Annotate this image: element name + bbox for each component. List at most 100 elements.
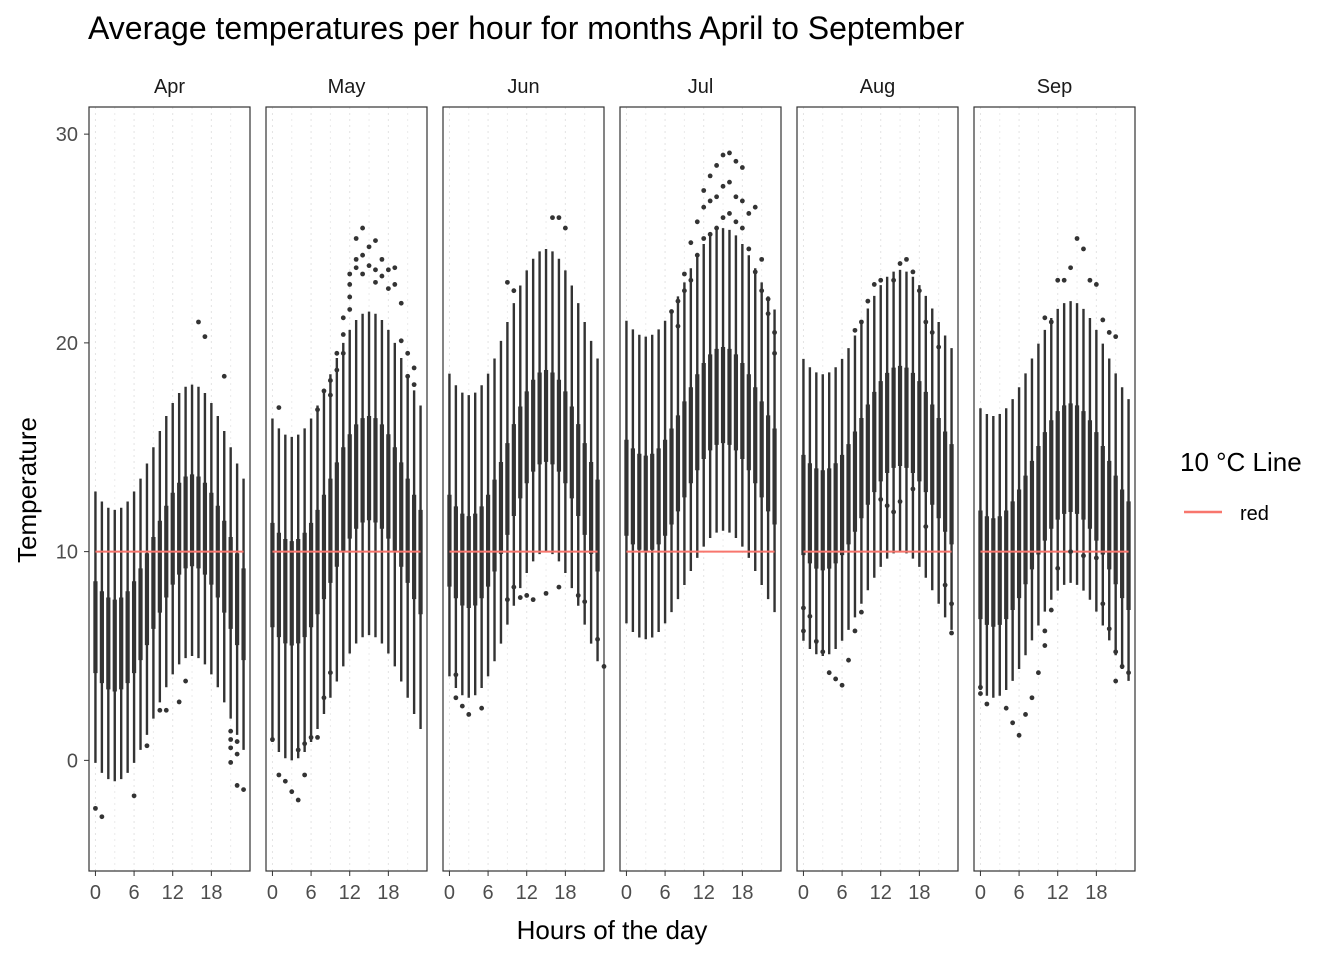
outlier-point	[701, 204, 707, 210]
x-tick-label: 12	[162, 882, 184, 904]
outlier-point	[746, 246, 752, 252]
outlier-point	[1068, 265, 1073, 271]
outlier-point	[707, 231, 713, 237]
facet-strip-label: Jun	[507, 76, 539, 98]
legend-item-label: red	[1240, 503, 1269, 525]
outlier-point	[366, 244, 372, 250]
outlier-point	[978, 684, 983, 690]
x-tick-label: 0	[975, 882, 986, 904]
outlier-point	[385, 286, 391, 292]
outlier-point	[556, 215, 562, 221]
outlier-point	[1074, 236, 1080, 241]
outlier-point	[701, 236, 707, 241]
outlier-point	[385, 267, 391, 273]
outlier-point	[884, 503, 890, 509]
outlier-point	[891, 277, 896, 283]
outlier-point	[675, 323, 681, 329]
outlier-point	[765, 311, 771, 317]
outlier-point	[727, 211, 732, 216]
x-tick-label: 18	[554, 882, 576, 904]
outlier-point	[1081, 553, 1086, 559]
x-tick-label: 18	[377, 882, 399, 904]
x-tick-label: 12	[339, 882, 361, 904]
outlier-point	[772, 350, 777, 356]
outlier-point	[234, 783, 240, 788]
outlier-point	[978, 691, 983, 696]
x-tick-label: 12	[693, 882, 715, 904]
outlier-point	[923, 319, 929, 325]
outlier-point	[1055, 277, 1061, 283]
outlier-point	[411, 382, 417, 388]
facet-strip-label: Sep	[1037, 76, 1073, 98]
outlier-point	[328, 670, 333, 676]
outlier-point	[688, 277, 694, 283]
outlier-point	[163, 707, 169, 713]
facet-panels: Apr 0 6 12 18 May 0 6 12 18 Jun 0 6 12 18 Jul 0 6 12 18 Aug 0…	[88, 76, 1136, 904]
outlier-point	[1010, 720, 1016, 726]
y-tick-label: 20	[56, 333, 78, 355]
outlier-point	[366, 263, 372, 269]
x-tick-label: 18	[1085, 882, 1107, 904]
outlier-point	[176, 699, 182, 705]
outlier-point	[1023, 712, 1028, 717]
outlier-point	[1113, 334, 1119, 340]
outlier-point	[1055, 565, 1061, 571]
outlier-point	[765, 296, 771, 302]
x-tick-label: 12	[870, 882, 892, 904]
outlier-point	[707, 198, 713, 204]
facet-strip-label: Jul	[688, 76, 714, 98]
outlier-point	[923, 524, 929, 529]
outlier-point	[1036, 670, 1041, 676]
outlier-point	[733, 219, 739, 225]
outlier-point	[694, 219, 700, 225]
outlier-point	[949, 630, 954, 636]
panel-border	[973, 106, 1136, 872]
outlier-point	[295, 797, 301, 803]
x-tick-label: 0	[621, 882, 632, 904]
outlier-point	[910, 269, 916, 275]
outlier-point	[1068, 549, 1073, 555]
x-tick-label: 6	[306, 882, 317, 904]
outlier-point	[556, 584, 562, 590]
x-axis-title: Hours of the day	[517, 915, 708, 945]
outlier-point	[1093, 282, 1099, 287]
x-tick-label: 0	[267, 882, 278, 904]
outlier-point	[820, 649, 826, 655]
facet-strip-label: Aug	[860, 76, 896, 98]
outlier-point	[1081, 246, 1086, 252]
outlier-point	[276, 772, 282, 778]
panel-border	[265, 106, 428, 872]
outlier-point	[1100, 601, 1106, 607]
outlier-point	[1003, 705, 1009, 711]
outlier-point	[405, 350, 411, 356]
outlier-point	[1093, 555, 1099, 561]
outlier-point	[929, 330, 935, 335]
outlier-point	[144, 743, 150, 749]
outlier-point	[1042, 315, 1048, 321]
outlier-point	[228, 745, 234, 751]
legend-title: 10 °C Line	[1180, 447, 1302, 477]
outlier-point	[228, 737, 234, 742]
facet-strip-label: Apr	[154, 76, 185, 98]
outlier-point	[904, 256, 909, 262]
outlier-point	[340, 315, 346, 321]
y-axis-title: Temperature	[12, 417, 42, 563]
outlier-point	[315, 735, 320, 740]
x-tick-label: 18	[200, 882, 222, 904]
outlier-point	[234, 739, 240, 744]
outlier-point	[1042, 628, 1048, 634]
panel-border	[442, 106, 605, 872]
outlier-point	[562, 225, 568, 231]
outlier-point	[295, 747, 301, 753]
outlier-point	[347, 271, 353, 277]
outlier-point	[852, 327, 858, 333]
outlier-point	[871, 282, 877, 287]
outlier-point	[360, 271, 365, 277]
outlier-point	[505, 597, 510, 603]
outlier-point	[720, 183, 726, 189]
outlier-point	[714, 225, 719, 231]
outlier-point	[897, 499, 903, 504]
outlier-point	[505, 279, 510, 285]
outlier-point	[234, 751, 240, 757]
